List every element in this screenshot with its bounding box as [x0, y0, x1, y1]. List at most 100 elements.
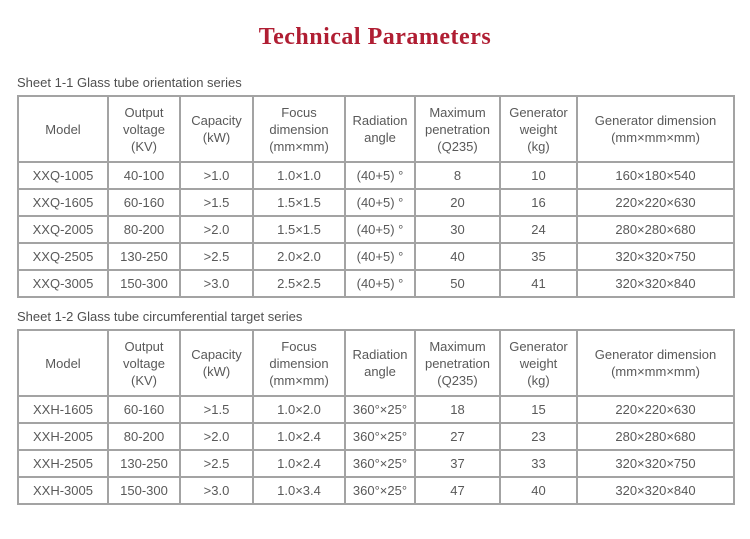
table-cell: >2.5 [179, 449, 254, 478]
table-cell: 41 [499, 269, 578, 298]
table-cell: >2.0 [179, 215, 254, 244]
table-cell: 220×220×630 [576, 395, 735, 424]
sheet-1-2-section: Sheet 1-2 Glass tube circumferential tar… [17, 309, 750, 505]
table-cell: >2.0 [179, 422, 254, 451]
table-cell: 8 [414, 161, 501, 190]
page-title: Technical Parameters [258, 24, 492, 50]
table-cell: (40+5) ° [344, 161, 416, 190]
table-cell: 60-160 [107, 188, 181, 217]
table-row: XXQ-2005 80-200 >2.0 1.5×1.5 (40+5) ° 30 24 280… [17, 215, 735, 244]
table-cell: 35 [499, 242, 578, 271]
table-cell: 150-300 [107, 476, 181, 505]
table-cell: 320×320×750 [576, 449, 735, 478]
table-row: XXH-3005 150-300 >3.0 1.0×3.4 360°×25° 47 40 32… [17, 476, 735, 505]
table-cell: (40+5) ° [344, 215, 416, 244]
table-row: XXQ-1605 60-160 >1.5 1.5×1.5 (40+5) ° 20 16 220… [17, 188, 735, 217]
table-cell: >2.5 [179, 242, 254, 271]
column-header: Capacity (kW) [179, 329, 254, 397]
table-row: XXH-2005 80-200 >2.0 1.0×2.4 360°×25° 27 23 280… [17, 422, 735, 451]
table-cell: 40-100 [107, 161, 181, 190]
table-cell: (40+5) ° [344, 188, 416, 217]
table-cell: 320×320×840 [576, 476, 735, 505]
table-cell: 80-200 [107, 215, 181, 244]
table-cell: 1.0×2.0 [252, 395, 346, 424]
table-cell: >1.5 [179, 188, 254, 217]
table-cell: 47 [414, 476, 501, 505]
table-cell: 320×320×840 [576, 269, 735, 298]
table-cell: 18 [414, 395, 501, 424]
table-cell: >1.0 [179, 161, 254, 190]
table-cell: XXQ-3005 [17, 269, 109, 298]
table-cell: (40+5) ° [344, 242, 416, 271]
table-cell: 60-160 [107, 395, 181, 424]
table-cell: 10 [499, 161, 578, 190]
table-cell: XXH-2005 [17, 422, 109, 451]
table-cell: 33 [499, 449, 578, 478]
column-header: Generator weight (kg) [499, 95, 578, 163]
column-header: Capacity (kW) [179, 95, 254, 163]
table-cell: 320×320×750 [576, 242, 735, 271]
table-cell: 360°×25° [344, 395, 416, 424]
table-cell: 160×180×540 [576, 161, 735, 190]
table-cell: 37 [414, 449, 501, 478]
table-cell: (40+5) ° [344, 269, 416, 298]
table-cell: 1.5×1.5 [252, 188, 346, 217]
table-cell: 280×280×680 [576, 422, 735, 451]
table-cell: 20 [414, 188, 501, 217]
table-cell: 40 [414, 242, 501, 271]
column-header: Focus dimension (mm×mm) [252, 95, 346, 163]
table-cell: 360°×25° [344, 449, 416, 478]
table-cell: 40 [499, 476, 578, 505]
column-header: Maximum penetration (Q235) [414, 95, 501, 163]
table-cell: 27 [414, 422, 501, 451]
table-cell: XXH-3005 [17, 476, 109, 505]
table-cell: XXQ-1605 [17, 188, 109, 217]
table-cell: 220×220×630 [576, 188, 735, 217]
table-cell: 360°×25° [344, 476, 416, 505]
table-cell: >3.0 [179, 476, 254, 505]
table-cell: 1.0×2.4 [252, 422, 346, 451]
table-cell: 130-250 [107, 242, 181, 271]
table-row: XXH-2505 130-250 >2.5 1.0×2.4 360°×25° 37 33 32… [17, 449, 735, 478]
glass-tube-circumferential-target-series-table: Model Output voltage (KV) Capacity (kW) Focus d… [17, 329, 735, 505]
table-cell: 150-300 [107, 269, 181, 298]
sheet-1-1-section: Sheet 1-1 Glass tube orientation series … [17, 75, 750, 298]
table-cell: >3.0 [179, 269, 254, 298]
column-header: Output voltage (KV) [107, 95, 181, 163]
table-caption-sheet-1-2: Sheet 1-2 Glass tube circumferential tar… [17, 309, 303, 324]
column-header: Generator weight (kg) [499, 329, 578, 397]
table-cell: 2.5×2.5 [252, 269, 346, 298]
table-cell: 24 [499, 215, 578, 244]
column-header: Radiation angle [344, 329, 416, 397]
table-cell: 1.0×2.4 [252, 449, 346, 478]
column-header: Focus dimension (mm×mm) [252, 329, 346, 397]
table-cell: >1.5 [179, 395, 254, 424]
table-cell: 1.0×3.4 [252, 476, 346, 505]
column-header: Generator dimension (mm×mm×mm) [576, 95, 735, 163]
table-cell: XXQ-2005 [17, 215, 109, 244]
table-cell: 30 [414, 215, 501, 244]
table-cell: 360°×25° [344, 422, 416, 451]
table-cell: 80-200 [107, 422, 181, 451]
table-cell: 130-250 [107, 449, 181, 478]
glass-tube-orientation-series-table: Model Output voltage (KV) Capacity (kW) Focus d… [17, 95, 735, 298]
table-cell: 15 [499, 395, 578, 424]
table-row: XXQ-3005 150-300 >3.0 2.5×2.5 (40+5) ° 50 41 32… [17, 269, 735, 298]
column-header: Maximum penetration (Q235) [414, 329, 501, 397]
table-cell: XXH-1605 [17, 395, 109, 424]
table-cell: 280×280×680 [576, 215, 735, 244]
column-header: Radiation angle [344, 95, 416, 163]
table-cell: XXQ-1005 [17, 161, 109, 190]
table-cell: 1.5×1.5 [252, 215, 346, 244]
table-cell: 2.0×2.0 [252, 242, 346, 271]
table-row: XXQ-1005 40-100 >1.0 1.0×1.0 (40+5) ° 8 10 160×… [17, 161, 735, 190]
table-cell: 50 [414, 269, 501, 298]
table-cell: 23 [499, 422, 578, 451]
column-header: Output voltage (KV) [107, 329, 181, 397]
table-cell: XXQ-2505 [17, 242, 109, 271]
column-header: Model [17, 95, 109, 163]
table-cell: XXH-2505 [17, 449, 109, 478]
column-header: Generator dimension (mm×mm×mm) [576, 329, 735, 397]
column-header: Model [17, 329, 109, 397]
